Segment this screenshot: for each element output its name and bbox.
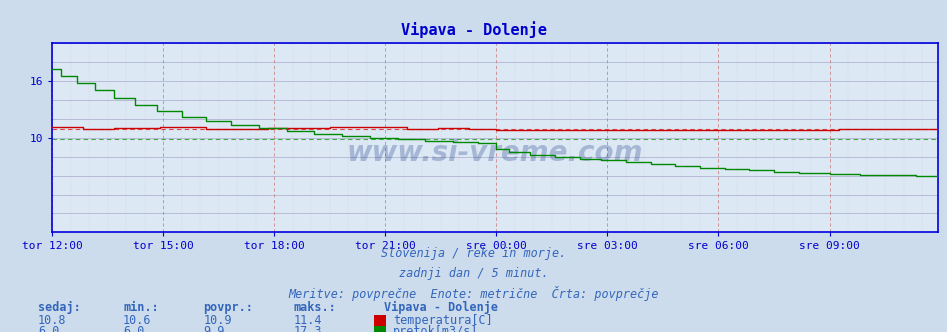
- Text: Vipava - Dolenje: Vipava - Dolenje: [401, 22, 546, 38]
- Text: 10.8: 10.8: [38, 314, 66, 327]
- Text: maks.:: maks.:: [294, 301, 336, 314]
- Text: www.si-vreme.com: www.si-vreme.com: [347, 139, 643, 167]
- Text: 10.9: 10.9: [204, 314, 232, 327]
- Text: 9.9: 9.9: [204, 325, 225, 332]
- Text: Slovenija / reke in morje.: Slovenija / reke in morje.: [381, 247, 566, 261]
- Text: pretok[m3/s]: pretok[m3/s]: [393, 325, 478, 332]
- Text: min.:: min.:: [123, 301, 159, 314]
- Text: 11.4: 11.4: [294, 314, 322, 327]
- Text: sedaj:: sedaj:: [38, 301, 80, 314]
- Text: 10.6: 10.6: [123, 314, 152, 327]
- Text: povpr.:: povpr.:: [204, 301, 254, 314]
- Text: 6.0: 6.0: [38, 325, 60, 332]
- Text: zadnji dan / 5 minut.: zadnji dan / 5 minut.: [399, 267, 548, 281]
- Text: Vipava - Dolenje: Vipava - Dolenje: [384, 301, 497, 314]
- Text: Meritve: povprečne  Enote: metrične  Črta: povprečje: Meritve: povprečne Enote: metrične Črta:…: [288, 286, 659, 301]
- Text: temperatura[C]: temperatura[C]: [393, 314, 492, 327]
- Text: 17.3: 17.3: [294, 325, 322, 332]
- Text: 6.0: 6.0: [123, 325, 145, 332]
